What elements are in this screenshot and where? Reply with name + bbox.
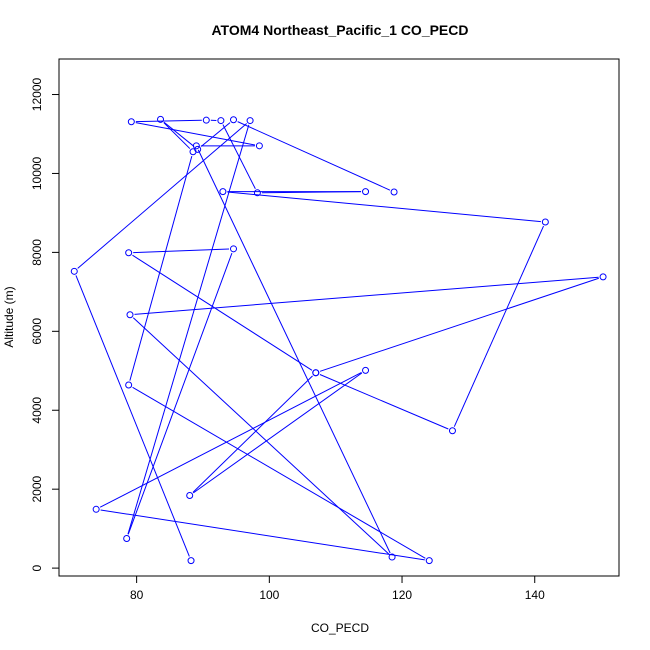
data-point [255,142,263,150]
y-tick-label: 0 [30,564,44,571]
y-tick-label: 4000 [30,397,44,424]
series-segment [132,317,390,555]
series-segment [163,122,191,149]
series-segment [135,119,202,123]
series-segment [77,123,247,269]
data-point [425,557,433,565]
data-point [230,245,238,253]
data-point [599,273,607,281]
series-segment [319,374,449,430]
data-point [126,311,134,319]
data-point [312,369,320,377]
data-point [70,267,78,275]
series-segment [222,124,256,189]
data-point [194,145,202,153]
data-point [219,188,227,196]
series-segment [192,375,313,493]
x-tick-label: 80 [130,588,144,602]
series-segment [193,372,363,494]
x-axis-label: CO_PECD [311,621,369,635]
data-point [157,115,165,123]
series-segment [99,372,362,508]
series-layer [70,115,607,565]
data-point [230,116,238,124]
y-axis-label: Altitude (m) [2,286,16,347]
series-segment [127,124,250,535]
series-segment [135,122,256,146]
x-tick-label: 120 [392,588,412,602]
series-segment [200,122,231,147]
data-point [253,189,261,197]
data-point [127,118,135,126]
series-segment [100,509,425,561]
series-segment [197,149,391,554]
series-segment [237,121,391,191]
data-point [125,381,133,389]
data-point [388,553,396,561]
data-point [448,427,456,435]
data-point [186,491,194,499]
data-point [362,188,370,196]
data-point [362,366,370,374]
chart-title: ATOM4 Northeast_Pacific_1 CO_PECD [211,22,468,38]
data-point [123,535,131,543]
data-point [390,188,398,196]
x-axis: 80 100 120 140 [130,575,545,602]
series-segment [75,275,190,557]
series-segment [129,155,193,381]
series-segment [133,248,230,254]
series-segment [227,191,541,223]
data-point [217,117,225,125]
y-tick-label: 2000 [30,476,44,503]
series-segment [127,252,233,535]
y-tick-label: 8000 [30,239,44,266]
data-point [125,249,133,257]
y-tick-label: 10000 [30,156,44,190]
series-segment [319,277,599,372]
data-point [202,116,210,124]
y-tick-label: 6000 [30,318,44,345]
series-segment [453,225,544,427]
y-tick-label: 12000 [30,78,44,112]
data-point [246,117,254,125]
series-segment [163,121,195,147]
y-axis: 0 2000 4000 6000 8000 10000 12000 [30,78,60,571]
data-point [541,218,549,226]
series-segment [132,254,313,371]
x-tick-label: 140 [525,588,545,602]
data-point [187,557,195,565]
plot-frame [58,58,620,577]
series-segment [134,276,599,315]
data-point [192,142,200,150]
data-point [92,505,100,513]
x-tick-label: 100 [259,588,279,602]
series-segment [132,386,426,559]
